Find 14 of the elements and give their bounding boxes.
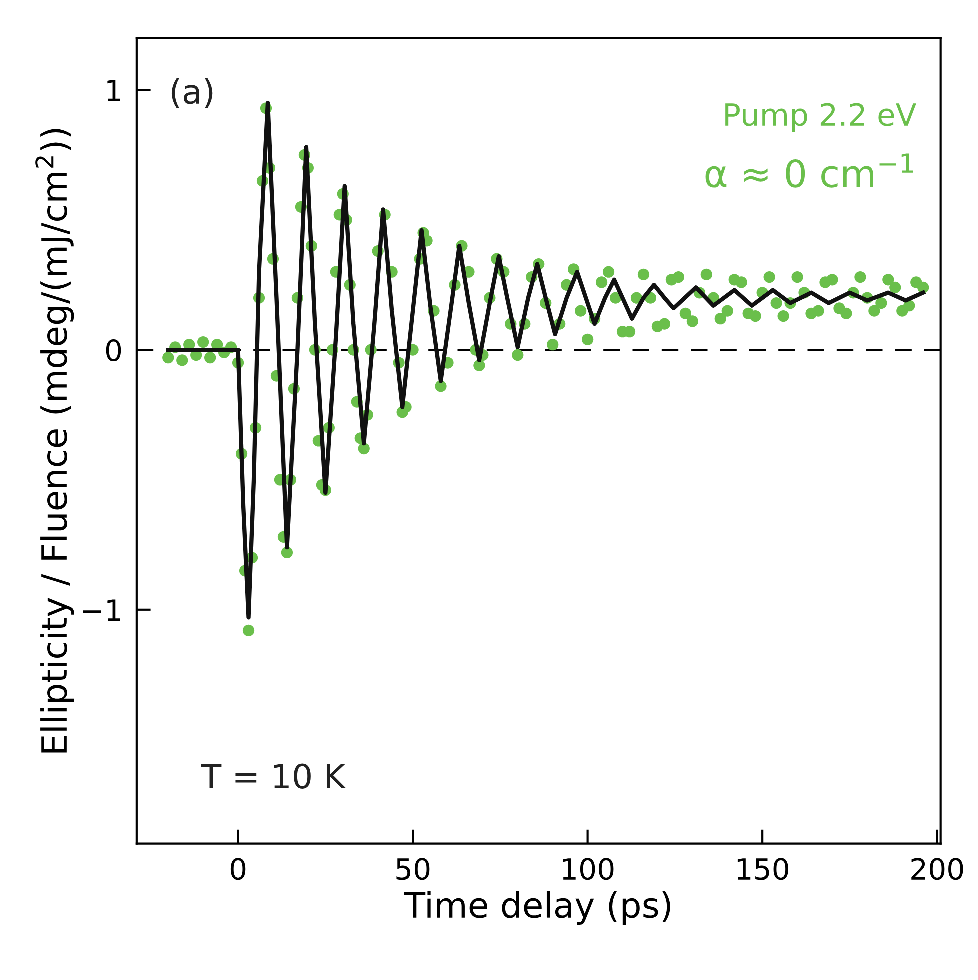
annotation: T = 10 K (201, 764, 346, 789)
annotation: α ≈ 0 cm$^{−1}$ (706, 154, 914, 188)
x-tick-label: 200 (912, 858, 964, 880)
x-tick-label: 150 (738, 858, 788, 880)
y-axis-title: Ellipticity / Fluence (mdeg/(mJ/cm$^{2}$)) (36, 129, 74, 753)
x-tick-label: 50 (396, 858, 430, 880)
x-axis-title: Time delay (ps) (404, 891, 670, 926)
y-tick-label: 0 (106, 339, 122, 362)
x-tick-label: 0 (230, 858, 246, 880)
annotation: (a) (172, 78, 213, 108)
annotation: Pump 2.2 eV (726, 103, 916, 132)
y-tick-label: −1 (83, 600, 120, 621)
y-tick-label: 1 (108, 80, 120, 102)
x-tick-label: 100 (563, 858, 614, 880)
